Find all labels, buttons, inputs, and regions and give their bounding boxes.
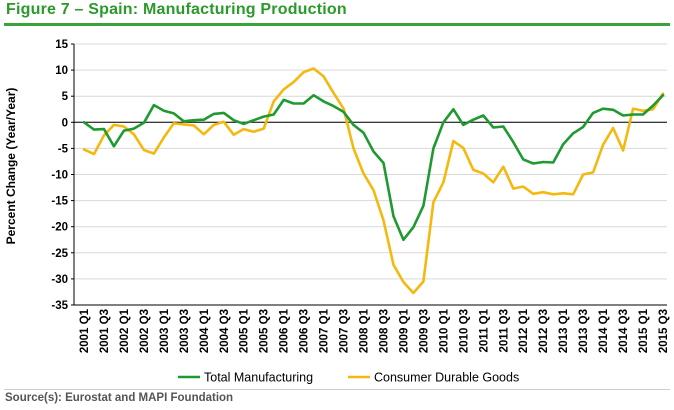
x-tick-label: 2004 Q3	[219, 309, 231, 353]
y-tick-label: -35	[51, 300, 68, 312]
x-tick-label: 2003 Q1	[159, 308, 171, 353]
x-tick-label: 2008 Q1	[359, 308, 371, 353]
x-tick-label: 2007 Q1	[319, 308, 331, 353]
x-tick-label: 2004 Q1	[199, 308, 211, 353]
x-tick-label: 2010 Q3	[458, 309, 470, 353]
x-tick-label: 2005 Q1	[239, 308, 251, 353]
x-tick-label: 2007 Q3	[339, 309, 351, 353]
y-tick-label: -15	[51, 196, 68, 208]
x-tick-label: 2011 Q3	[498, 309, 510, 352]
x-tick-label: 2015 Q3	[658, 309, 670, 353]
y-tick-label: -20	[51, 222, 68, 234]
x-tick-label: 2005 Q3	[259, 309, 271, 353]
series-lines	[82, 67, 665, 295]
y-tick-label: -25	[51, 248, 68, 260]
x-tick-label: 2009 Q1	[398, 308, 410, 353]
x-tick-label: 2013 Q1	[558, 308, 570, 353]
x-tick-label: 2001 Q3	[99, 309, 111, 353]
y-axis-label: Percent Change (Year/Year)	[4, 88, 18, 245]
x-tick-label: 2002 Q1	[119, 308, 131, 353]
y-tick-label: 5	[62, 91, 69, 103]
gridlines	[74, 43, 667, 306]
x-tick-label: 2001 Q1	[79, 308, 91, 353]
axes	[71, 43, 667, 306]
x-tick-label: 2006 Q3	[299, 309, 311, 353]
chart-title: Figure 7 – Spain: Manufacturing Producti…	[6, 1, 347, 18]
x-tick-label: 2013 Q3	[578, 309, 590, 353]
x-tick-label: 2014 Q3	[618, 309, 630, 353]
y-tick-label: 10	[55, 65, 68, 77]
footer-rule	[4, 389, 670, 390]
source-note: Source(s): Eurostat and MAPI Foundation	[5, 392, 234, 404]
title-underline	[4, 23, 670, 26]
y-tick-labels: 15 10 5 0 -5 -10 -15 -20 -25 -30 -35	[51, 39, 68, 312]
x-tick-label: 2008 Q3	[378, 309, 390, 353]
x-tick-label: 2010 Q1	[438, 308, 450, 353]
series-line-total-manufacturing	[82, 93, 665, 242]
x-tick-label: 2014 Q1	[598, 308, 610, 353]
x-tick-label: 2009 Q3	[418, 309, 430, 353]
y-tick-label: -10	[51, 170, 68, 182]
y-tick-label: 0	[62, 117, 68, 129]
y-tick-label: -30	[51, 274, 68, 286]
x-tick-label: 2006 Q1	[279, 308, 291, 353]
x-tick-labels: 2001 Q1 2001 Q3 2002 Q1 2002 Q3 2003 Q1 2003 …	[79, 308, 670, 353]
series-line-consumer-durable-goods	[82, 67, 665, 295]
x-tick-label: 2012 Q1	[518, 308, 530, 353]
x-tick-label: 2015 Q1	[638, 308, 650, 353]
legend-label: Consumer Durable Goods	[374, 371, 519, 385]
x-tick-label: 2011 Q1	[478, 308, 490, 352]
x-tick-label: 2003 Q3	[179, 309, 191, 353]
x-tick-label: 2002 Q3	[139, 309, 151, 353]
legend-label: Total Manufacturing	[204, 371, 313, 385]
y-tick-label: -5	[58, 143, 69, 155]
x-tick-label: 2012 Q3	[538, 309, 550, 353]
y-tick-label: 15	[55, 39, 68, 51]
legend: Total Manufacturing Consumer Durable Good…	[178, 371, 519, 385]
